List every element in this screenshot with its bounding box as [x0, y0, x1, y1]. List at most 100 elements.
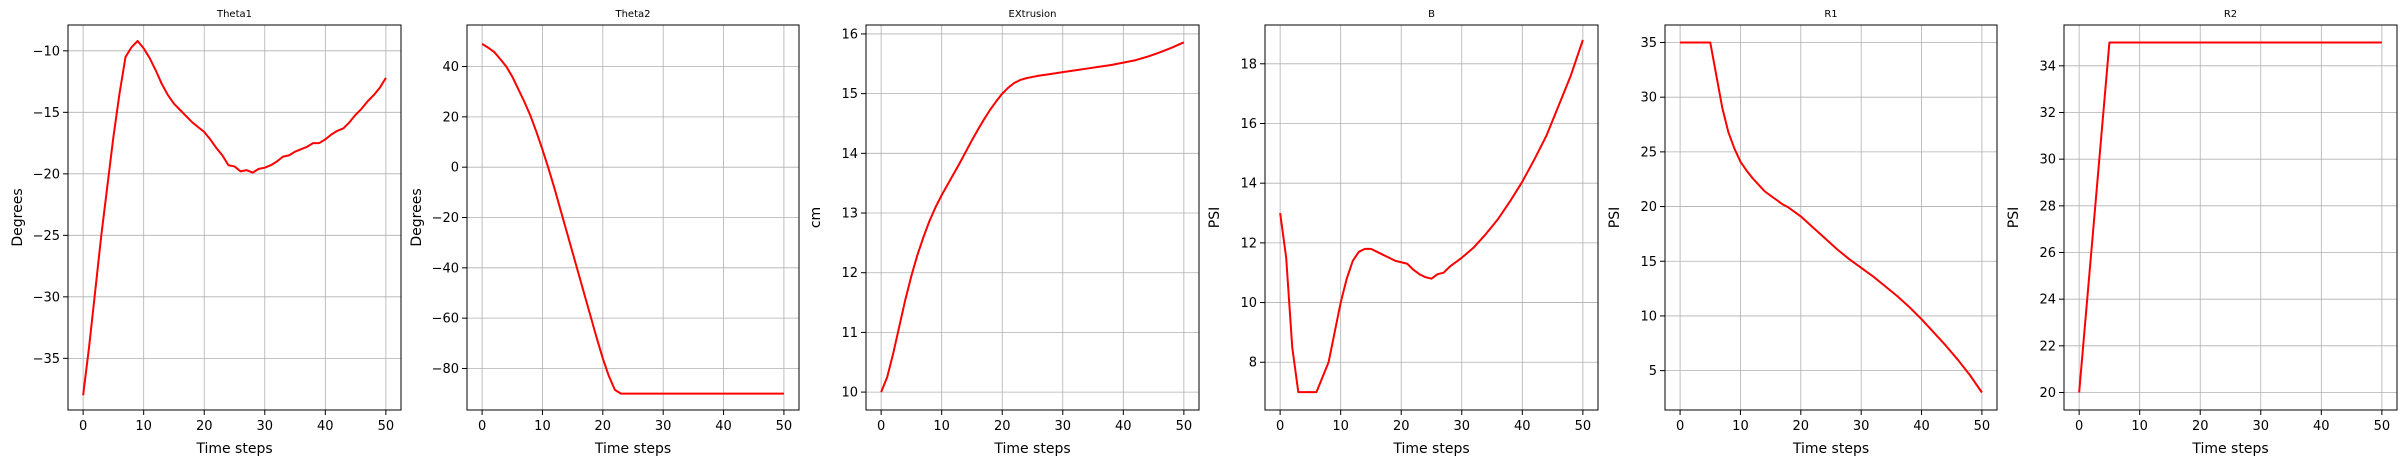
y-tick-label: 13: [841, 207, 858, 222]
y-tick-label: −35: [33, 352, 60, 367]
x-tick-label: 0: [2075, 419, 2083, 434]
x-tick-label: 40: [1115, 419, 1132, 434]
y-axis-label: PSI: [2006, 207, 2022, 228]
series-line-1: [1279, 39, 1584, 394]
y-tick-label: −40: [432, 261, 459, 276]
x-tick-label: 30: [655, 419, 672, 434]
y-tick-label: 16: [841, 27, 858, 42]
chart-panel-1: 0 10 20 30 40 50 −35 −30 −25 −20 −15 −10 Theta1 Time …: [10, 9, 402, 457]
series-line-1: [880, 41, 1185, 393]
chart-panel-4: 0 10 20 30 40 50 8 10 12 14 16 18 B Time steps PSI: [1207, 9, 1599, 457]
y-tick-label: 11: [841, 326, 858, 341]
y-tick-label: 16: [1240, 117, 1257, 132]
chart-title: R1: [1824, 9, 1837, 20]
plot-frame: [1264, 24, 1599, 411]
x-tick-label: 30: [2252, 419, 2269, 434]
y-tick-label: −25: [33, 229, 60, 244]
x-axis-label: Time steps: [993, 441, 1070, 457]
x-tick-label: 10: [933, 419, 950, 434]
y-axis-label: Degrees: [10, 188, 26, 246]
series-line-1: [481, 43, 784, 395]
x-tick-label: 10: [135, 419, 152, 434]
x-tick-label: 50: [776, 419, 793, 434]
y-tick-label: 22: [2039, 339, 2056, 354]
x-tick-label: 30: [1853, 419, 1870, 434]
y-tick-label: 10: [1640, 309, 1657, 324]
x-tick-label: 30: [256, 419, 273, 434]
y-axis-label: PSI: [1607, 207, 1623, 228]
y-tick-label: 28: [2039, 199, 2056, 214]
x-tick-label: 40: [2313, 419, 2330, 434]
y-tick-label: 20: [2039, 386, 2056, 401]
chart-title: R2: [2224, 9, 2237, 20]
x-tick-label: 0: [1676, 419, 1684, 434]
chart-panel-2: 0 10 20 30 40 50 −80 −60 −40 −20 0 20 40 Theta2 Time s…: [409, 9, 800, 457]
x-axis-label: Time steps: [2191, 441, 2268, 457]
x-tick-label: 50: [2374, 419, 2391, 434]
y-tick-label: 25: [1640, 145, 1657, 160]
x-tick-label: 40: [317, 419, 334, 434]
x-tick-label: 10: [1732, 419, 1749, 434]
plot-frame: [865, 24, 1200, 411]
chart-panel-6: 0 10 20 30 40 50 20 22 24 26 28 30 32 34 R2 Time steps P…: [2006, 9, 2398, 457]
x-tick-label: 20: [2192, 419, 2209, 434]
y-tick-label: −15: [33, 106, 60, 121]
y-axis-label: Degrees: [409, 188, 425, 246]
x-tick-label: 10: [2131, 419, 2148, 434]
y-tick-label: 32: [2039, 106, 2056, 121]
x-tick-label: 50: [1575, 419, 1592, 434]
x-tick-label: 20: [994, 419, 1011, 434]
y-tick-label: 15: [1640, 255, 1657, 270]
chart-title: EXtrusion: [1009, 9, 1057, 20]
y-tick-label: 10: [1240, 296, 1257, 311]
plot-frame: [67, 24, 402, 411]
x-tick-label: 10: [534, 419, 551, 434]
y-tick-label: 15: [841, 87, 858, 102]
y-tick-label: 26: [2039, 246, 2056, 261]
x-tick-label: 20: [1793, 419, 1810, 434]
y-tick-label: 30: [2039, 153, 2056, 168]
y-axis-label: PSI: [1207, 207, 1223, 228]
y-tick-label: 0: [451, 161, 459, 176]
y-axis-label: cm: [808, 207, 824, 228]
y-tick-label: 8: [1249, 356, 1257, 371]
x-tick-label: 0: [79, 419, 87, 434]
x-tick-label: 10: [1332, 419, 1349, 434]
y-tick-label: 34: [2039, 59, 2056, 74]
y-tick-label: −20: [432, 211, 459, 226]
plot-frame: [1664, 24, 1998, 411]
x-tick-label: 0: [877, 419, 885, 434]
chart-title: B: [1428, 9, 1435, 20]
y-tick-label: 5: [1649, 364, 1657, 379]
x-tick-label: 20: [196, 419, 213, 434]
y-tick-label: 35: [1640, 36, 1657, 51]
x-tick-label: 40: [1913, 419, 1930, 434]
series-line-1: [82, 39, 387, 396]
x-tick-label: 0: [1276, 419, 1284, 434]
x-tick-label: 0: [478, 419, 486, 434]
y-tick-label: −20: [33, 167, 60, 182]
y-tick-label: 12: [1240, 236, 1257, 251]
y-tick-label: 14: [841, 147, 858, 162]
x-axis-label: Time steps: [195, 441, 272, 457]
y-tick-label: 20: [442, 110, 459, 125]
y-tick-label: −80: [432, 362, 459, 377]
series-line-1: [2078, 41, 2382, 393]
x-tick-label: 30: [1453, 419, 1470, 434]
y-tick-label: −30: [33, 290, 60, 305]
plot-frame: [2063, 24, 2398, 411]
y-tick-label: 18: [1240, 57, 1257, 72]
y-tick-label: 40: [442, 60, 459, 75]
y-tick-label: 10: [841, 386, 858, 401]
x-tick-label: 40: [1514, 419, 1531, 434]
chart-panel-5: 0 10 20 30 40 50 5 10 15 20 25 30 35 R1 Time steps PSI: [1607, 9, 1998, 457]
x-tick-label: 40: [715, 419, 732, 434]
x-tick-label: 50: [1176, 419, 1193, 434]
chart-title: Theta2: [614, 9, 650, 20]
y-tick-label: 14: [1240, 177, 1257, 192]
y-tick-label: −60: [432, 312, 459, 327]
y-tick-label: 24: [2039, 293, 2056, 308]
y-tick-label: 30: [1640, 91, 1657, 106]
x-axis-label: Time steps: [1792, 441, 1869, 457]
